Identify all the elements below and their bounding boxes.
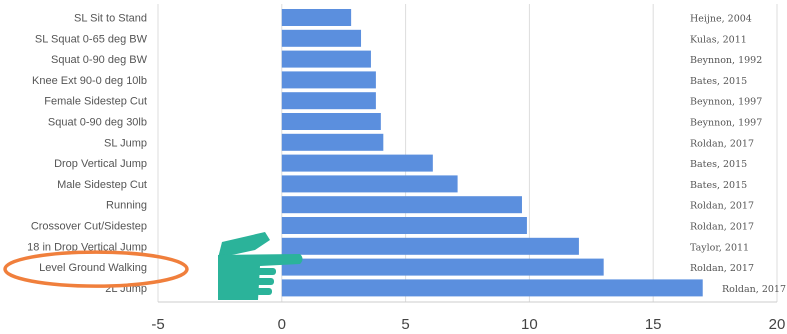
- citation-annotations: Heijne, 2004 Kulas, 2011 Beynnon, 1992 Bate…: [690, 14, 786, 295]
- citation-label: Heijne, 2004: [690, 14, 752, 25]
- bar: [281, 217, 527, 234]
- x-axis-ticks: -5 0 5 10 15 20: [151, 316, 785, 333]
- citation-label: Beynnon, 1997: [690, 97, 762, 108]
- bar: [281, 196, 522, 214]
- pointing-hand-icon: [218, 232, 303, 300]
- citation-label: Roldan, 2017: [722, 284, 786, 295]
- category-label: Squat 0-90 deg 30lb: [48, 117, 147, 129]
- citation-label: Bates, 2015: [690, 76, 747, 87]
- citation-label: Taylor, 2011: [690, 242, 749, 253]
- bar: [281, 29, 362, 47]
- bar: [281, 113, 381, 130]
- category-label: Squat 0-90 deg BW: [51, 54, 148, 66]
- citation-label: Kulas, 2011: [690, 34, 747, 45]
- citation-label: Beynnon, 1992: [690, 55, 762, 66]
- bar: [281, 175, 458, 193]
- citation-label: Beynnon, 1997: [690, 118, 762, 129]
- highlight-overlay: [3, 232, 303, 300]
- bar: [281, 9, 352, 26]
- citation-label: Roldan, 2017: [690, 263, 754, 274]
- citation-label: Roldan, 2017: [690, 201, 754, 212]
- bar: [281, 71, 376, 89]
- citation-label: Bates, 2015: [690, 180, 747, 191]
- x-tick-label: -5: [151, 316, 164, 333]
- category-label: Level Ground Walking: [39, 262, 147, 274]
- category-labels: SL Sit to Stand SL Squat 0-65 deg BW Squat…: [27, 13, 147, 295]
- citation-label: Roldan, 2017: [690, 138, 754, 149]
- category-label: SL Sit to Stand: [74, 13, 147, 25]
- x-tick-label: 15: [645, 316, 662, 333]
- bar: [281, 50, 371, 68]
- bar: [281, 237, 579, 255]
- category-label: Female Sidestep Cut: [44, 96, 147, 108]
- bars: [281, 9, 703, 297]
- bar: [281, 154, 433, 172]
- category-label: SL Jump: [104, 137, 147, 149]
- category-label: Running: [106, 200, 147, 212]
- bar: [281, 258, 604, 276]
- highlight-circle: [3, 250, 189, 288]
- x-tick-label: 10: [521, 316, 538, 333]
- bar: [281, 92, 376, 110]
- citation-label: Bates, 2015: [690, 159, 747, 170]
- category-label: Drop Vertical Jump: [54, 158, 147, 170]
- x-tick-label: 5: [401, 316, 409, 333]
- x-tick-label: 20: [769, 316, 786, 333]
- category-label: Crossover Cut/Sidestep: [31, 221, 147, 233]
- category-label: Knee Ext 90-0 deg 10lb: [32, 75, 147, 87]
- bar: [281, 279, 703, 297]
- category-label: 18 in Drop Vertical Jump: [27, 241, 147, 253]
- category-label: Male Sidestep Cut: [57, 179, 147, 191]
- bar: [281, 133, 384, 151]
- x-tick-label: 0: [278, 316, 286, 333]
- citation-label: Roldan, 2017: [690, 222, 754, 233]
- category-label: SL Squat 0-65 deg BW: [35, 33, 148, 45]
